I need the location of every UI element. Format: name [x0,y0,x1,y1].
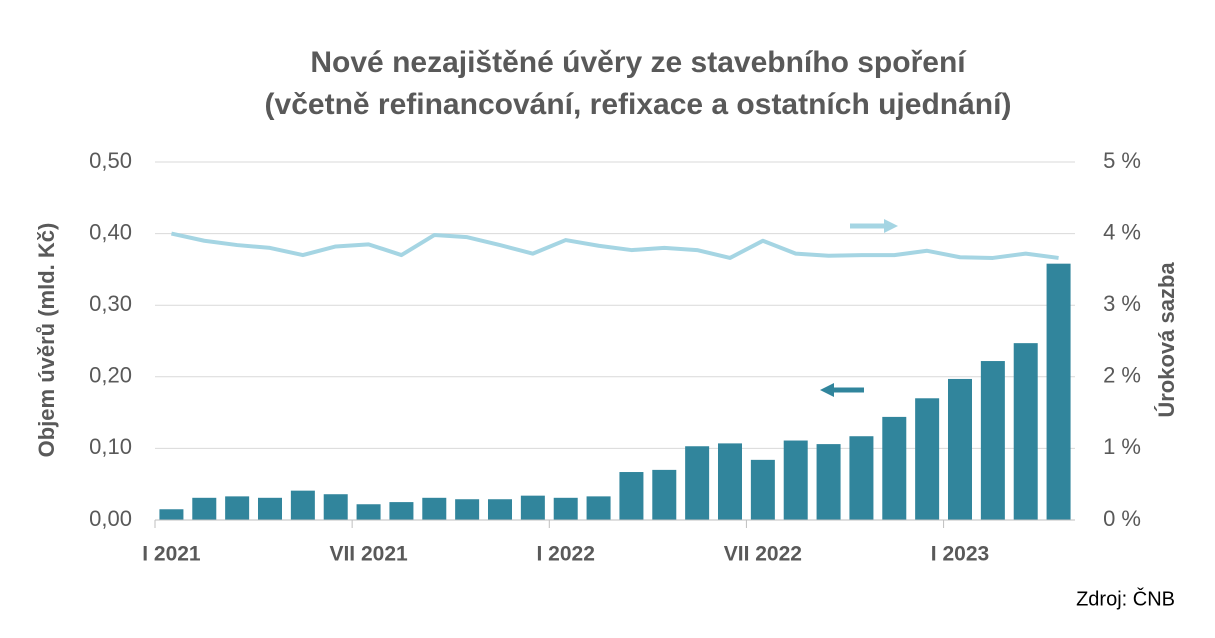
source: Zdroj: ČNB [1076,587,1175,610]
bar [783,440,808,520]
bar [619,472,644,520]
x-tick-label: I 2021 [142,543,201,566]
y2-tick-label: 1 % [1103,434,1141,459]
bar [882,416,907,520]
bar [553,497,578,520]
bar [816,444,841,520]
bar [258,497,282,520]
bar [980,361,1005,520]
y2-tick-label: 2 % [1103,363,1141,388]
chart-title: Nové nezajištěné úvěry ze stavebního spo… [310,46,967,79]
bar [652,469,677,520]
y-tick-label: 0,00 [89,506,132,531]
bar [389,502,414,520]
bar [948,378,972,520]
y-tick-label: 0,20 [89,363,132,388]
bar [422,497,447,520]
arrow-right [850,219,898,233]
bar [718,443,742,520]
bar [915,398,940,520]
bar [455,499,480,520]
bar [586,496,611,520]
y2-tick-label: 0 % [1103,506,1141,531]
bar [849,436,874,520]
bar [225,496,250,520]
y2-tick-label: 3 % [1103,291,1141,316]
x-tick-label: I 2023 [931,543,989,566]
bar [323,494,348,520]
x-tick-label: I 2022 [537,543,595,566]
bar [1046,263,1071,520]
bar [685,446,710,520]
line [171,231,1059,260]
arrow-left [820,383,864,397]
bar [290,490,315,520]
y-tick-label: 0,30 [89,291,132,316]
bar [520,495,545,520]
bar [1013,343,1038,520]
y2-tick-label: 5 % [1103,148,1141,173]
bar [356,504,381,520]
bar [750,459,775,520]
bar [488,499,512,520]
y2-tick-label: 4 % [1103,219,1141,244]
y2-axis-label: Úroková sazba [1154,262,1179,418]
bar [159,509,184,520]
x-tick-label: VII 2021 [329,543,408,566]
x-tick-label: VII 2022 [724,543,802,566]
y-axis-label: Objem úvěrů (mld. Kč) [34,223,59,458]
y-tick-label: 0,50 [89,148,132,173]
chart-subtitle: (včetně refinancování, refixace a ostatn… [265,88,1012,121]
bar [192,497,217,520]
y-tick-label: 0,10 [89,434,132,459]
y-tick-label: 0,40 [89,219,132,244]
